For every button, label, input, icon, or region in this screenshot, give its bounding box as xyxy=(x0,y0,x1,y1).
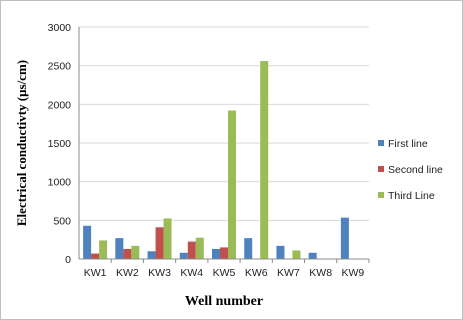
bar-kw6-series-1 xyxy=(244,238,253,259)
bar-kw8-series-1 xyxy=(308,252,317,259)
x-tick-label: KW5 xyxy=(213,267,236,279)
bar-kw3-series-1 xyxy=(147,251,156,259)
legend-swatch xyxy=(378,192,384,198)
y-tick-label: 2500 xyxy=(48,61,72,73)
legend: First line Second line Third Line xyxy=(378,138,443,202)
y-tick-label: 1500 xyxy=(48,138,72,150)
bar-kw1-series-3 xyxy=(99,240,108,259)
legend-label: First line xyxy=(388,138,428,150)
y-tick-labels: 0 500 1000 1500 2000 2500 3000 xyxy=(48,22,72,266)
bar-kw5-series-1 xyxy=(212,248,220,259)
bar-kw2-series-2 xyxy=(123,248,132,259)
x-tick-label: KW3 xyxy=(148,267,171,279)
bar-kw9-series-1 xyxy=(340,217,349,259)
legend-label: Third Line xyxy=(388,190,435,202)
y-tick-label: 500 xyxy=(53,215,71,227)
bar-kw7-series-3 xyxy=(292,250,301,259)
bar-kw7-series-1 xyxy=(276,245,285,259)
x-tick-label: KW4 xyxy=(180,267,203,279)
legend-swatch xyxy=(378,140,384,146)
y-axis-title: Electrical conductivty (μs/cm) xyxy=(14,60,29,226)
bar-kw3-series-2 xyxy=(155,227,164,259)
x-tick-labels: KW1 KW2 KW3 KW4 KW5 KW6 KW7 KW8 KW9 xyxy=(84,267,365,279)
bar-kw2-series-1 xyxy=(115,238,124,259)
y-tick-label: 3000 xyxy=(48,22,72,34)
y-tick-label: 1000 xyxy=(48,177,72,189)
bar-kw1-series-1 xyxy=(83,225,92,259)
bar-kw2-series-3 xyxy=(131,245,140,259)
bar-kw5-series-3 xyxy=(228,110,236,260)
y-tick-label: 0 xyxy=(65,254,71,266)
legend-swatch xyxy=(378,166,384,172)
bar-kw1-series-2 xyxy=(91,253,100,259)
x-tick-label: KW6 xyxy=(245,267,268,279)
gridlines xyxy=(79,26,369,221)
bar-kw3-series-3 xyxy=(163,218,172,259)
bar-kw5-series-2 xyxy=(220,247,228,259)
bar-kw4-series-2 xyxy=(187,241,196,259)
bar-kw4-series-3 xyxy=(195,237,204,259)
x-tick-label: KW2 xyxy=(116,267,139,279)
y-tick-label: 2000 xyxy=(48,99,72,111)
x-tick-label: KW1 xyxy=(84,267,107,279)
x-tick-label: KW7 xyxy=(277,267,300,279)
legend-label: Second line xyxy=(388,164,443,176)
x-tick-label: KW9 xyxy=(342,267,365,279)
x-tick-label: KW8 xyxy=(309,267,332,279)
bars xyxy=(83,61,349,260)
axes xyxy=(78,27,370,263)
bar-kw4-series-1 xyxy=(179,252,188,259)
bar-kw6-series-3 xyxy=(260,61,269,259)
x-axis-title: Well number xyxy=(185,294,263,309)
